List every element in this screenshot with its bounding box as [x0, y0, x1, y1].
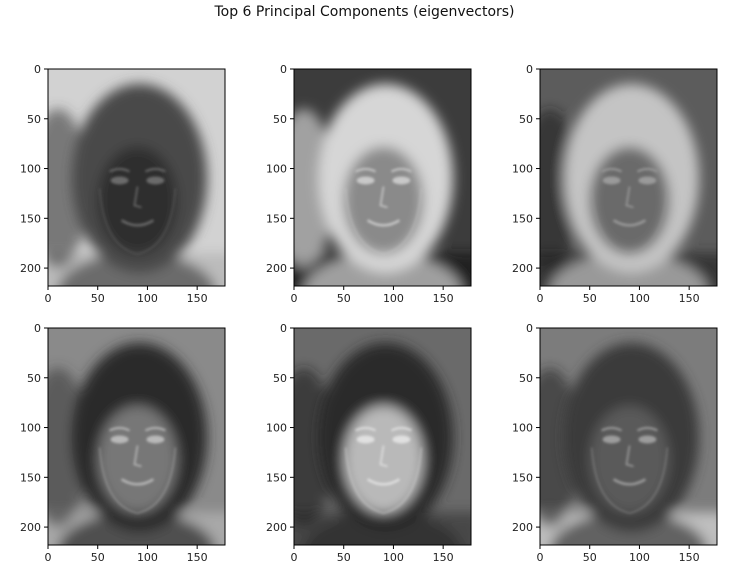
x-tick-label: 150 [679, 292, 700, 305]
y-tick-label: 0 [526, 63, 533, 76]
eigenface-image [48, 328, 225, 545]
y-tick-label: 0 [34, 322, 41, 335]
axes-frame [293, 327, 472, 546]
x-tick-label: 50 [337, 551, 351, 564]
x-tick-label: 50 [337, 292, 351, 305]
y-tick-label: 100 [512, 422, 533, 435]
x-tick-label: 150 [433, 292, 454, 305]
y-tick-label: 150 [266, 471, 287, 484]
eigenface-image [294, 328, 471, 545]
x-tick-label: 150 [187, 292, 208, 305]
pc-panel-4: 0 50 100 150 0 50 100 150 200 [20, 322, 226, 564]
y-tick-label: 100 [266, 163, 287, 176]
x-tick-label: 50 [91, 551, 105, 564]
y-tick-label: 100 [266, 422, 287, 435]
y-tick-label: 200 [266, 262, 287, 275]
y-tick-label: 50 [27, 113, 41, 126]
x-tick-label: 0 [537, 292, 544, 305]
axes-frame [293, 68, 472, 287]
y-tick-label: 100 [512, 163, 533, 176]
x-tick-label: 100 [383, 292, 404, 305]
y-tick-label: 0 [280, 322, 287, 335]
x-tick-label: 50 [583, 551, 597, 564]
x-tick-label: 150 [187, 551, 208, 564]
eigenface-image [294, 69, 471, 286]
y-tick-label: 50 [27, 372, 41, 385]
x-tick-label: 0 [45, 551, 52, 564]
figure-title: Top 6 Principal Components (eigenvectors… [214, 4, 515, 20]
x-tick-label: 100 [137, 551, 158, 564]
y-tick-label: 50 [519, 113, 533, 126]
y-tick-label: 150 [266, 212, 287, 225]
pc-panel-5: 0 50 100 150 0 50 100 150 200 [266, 322, 472, 564]
x-tick-label: 50 [91, 292, 105, 305]
y-tick-label: 200 [20, 521, 41, 534]
x-tick-label: 0 [291, 551, 298, 564]
pc-panel-1: 0 50 100 150 0 50 100 150 200 [20, 63, 226, 305]
y-tick-label: 150 [20, 212, 41, 225]
eigenface-image [540, 328, 717, 545]
y-tick-label: 100 [20, 163, 41, 176]
y-tick-label: 150 [512, 471, 533, 484]
pc-panel-6: 0 50 100 150 0 50 100 150 200 [512, 322, 718, 564]
axes-frame [47, 327, 226, 546]
axes-frame [47, 68, 226, 287]
y-tick-label: 0 [34, 63, 41, 76]
y-tick-label: 200 [266, 521, 287, 534]
y-tick-label: 0 [280, 63, 287, 76]
y-tick-label: 0 [526, 322, 533, 335]
y-tick-label: 100 [20, 422, 41, 435]
axes-frame [539, 327, 718, 546]
pc-panel-2: 0 50 100 150 0 50 100 150 200 [266, 63, 472, 305]
y-tick-label: 150 [512, 212, 533, 225]
eigenface-image [540, 69, 717, 286]
x-tick-label: 150 [679, 551, 700, 564]
x-tick-label: 100 [137, 292, 158, 305]
x-tick-label: 100 [629, 292, 650, 305]
x-tick-label: 50 [583, 292, 597, 305]
x-tick-label: 0 [45, 292, 52, 305]
pc-panel-3: 0 50 100 150 0 50 100 150 200 [512, 63, 718, 305]
x-tick-label: 0 [291, 292, 298, 305]
y-tick-label: 200 [512, 262, 533, 275]
x-tick-label: 0 [537, 551, 544, 564]
eigenface-image [48, 69, 225, 286]
x-tick-label: 100 [383, 551, 404, 564]
x-tick-label: 150 [433, 551, 454, 564]
y-tick-label: 150 [20, 471, 41, 484]
y-tick-label: 50 [273, 113, 287, 126]
x-tick-label: 100 [629, 551, 650, 564]
y-tick-label: 50 [273, 372, 287, 385]
y-tick-label: 200 [20, 262, 41, 275]
y-tick-label: 200 [512, 521, 533, 534]
y-tick-label: 50 [519, 372, 533, 385]
axes-frame [539, 68, 718, 287]
